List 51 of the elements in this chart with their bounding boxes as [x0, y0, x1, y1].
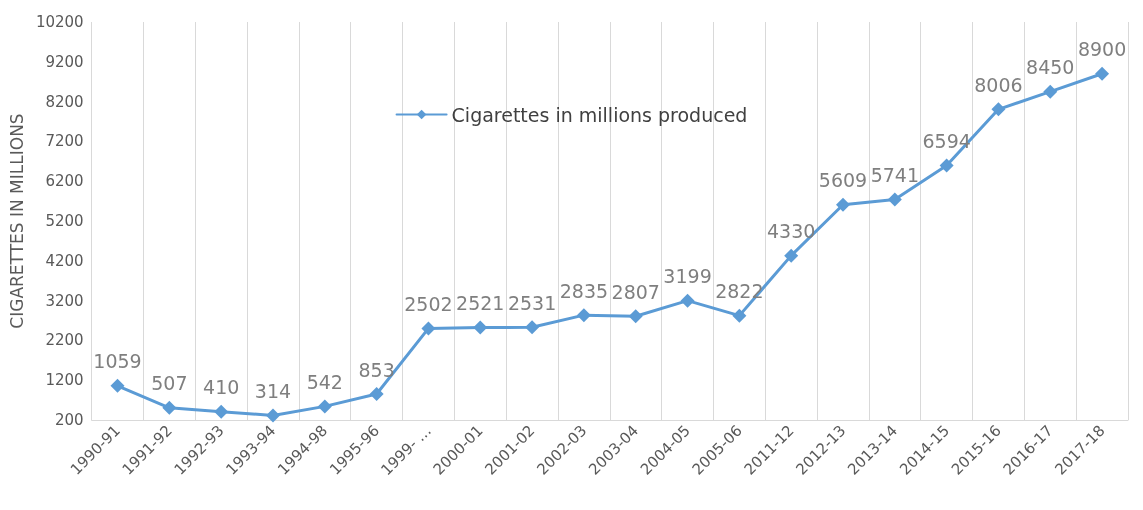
point — [214, 404, 229, 419]
point — [732, 308, 747, 323]
data-label: 314 — [254, 379, 292, 402]
point — [525, 320, 540, 335]
data-label: 2502 — [404, 292, 453, 315]
point — [835, 197, 850, 212]
legend-label: Cigarettes in millions produced — [451, 103, 748, 126]
data-label: 1059 — [93, 350, 142, 373]
point — [680, 293, 695, 308]
data-label: 2807 — [611, 280, 660, 303]
y-tick-label: 4200 — [45, 251, 84, 270]
point — [265, 408, 280, 423]
point — [473, 320, 488, 335]
y-tick-label: 200 — [54, 411, 84, 429]
data-label: 8900 — [1077, 38, 1127, 61]
data-label: 3199 — [663, 265, 712, 288]
data-label: 410 — [203, 376, 240, 399]
point — [369, 387, 384, 402]
point — [887, 192, 902, 207]
y-tick-label: 3200 — [45, 291, 84, 310]
y-tick-label: 6200 — [45, 172, 84, 191]
point — [110, 378, 125, 393]
data-label: 5741 — [870, 163, 919, 186]
data-label: 2521 — [456, 292, 505, 315]
y-tick-label: 9200 — [45, 52, 84, 71]
y-tick-label: 8200 — [45, 92, 84, 111]
y-axis-title: CIGARETTES IN MILLIONS — [6, 113, 27, 329]
data-label: 2835 — [559, 279, 609, 302]
y-tick-label: 10200 — [35, 13, 84, 31]
point — [784, 248, 799, 263]
data-label: 542 — [306, 370, 343, 393]
point — [317, 399, 332, 414]
y-tick-label: 2200 — [45, 331, 84, 350]
point — [628, 309, 643, 324]
data-label: 507 — [151, 372, 188, 395]
point — [162, 400, 177, 415]
point — [939, 158, 954, 173]
data-label: 8006 — [974, 73, 1023, 96]
y-tick-label: 1200 — [45, 371, 84, 390]
point — [576, 308, 591, 323]
point — [1095, 66, 1110, 81]
point — [1043, 84, 1058, 99]
y-tick-label: 5200 — [45, 212, 84, 230]
data-label: 8450 — [1026, 56, 1075, 79]
data-label: 5609 — [818, 169, 868, 192]
data-label: 4330 — [767, 220, 816, 243]
y-tick-label: 7200 — [45, 132, 84, 151]
point — [421, 321, 436, 336]
point — [991, 102, 1006, 117]
data-label: 2531 — [507, 291, 557, 314]
data-label: 853 — [358, 358, 395, 381]
